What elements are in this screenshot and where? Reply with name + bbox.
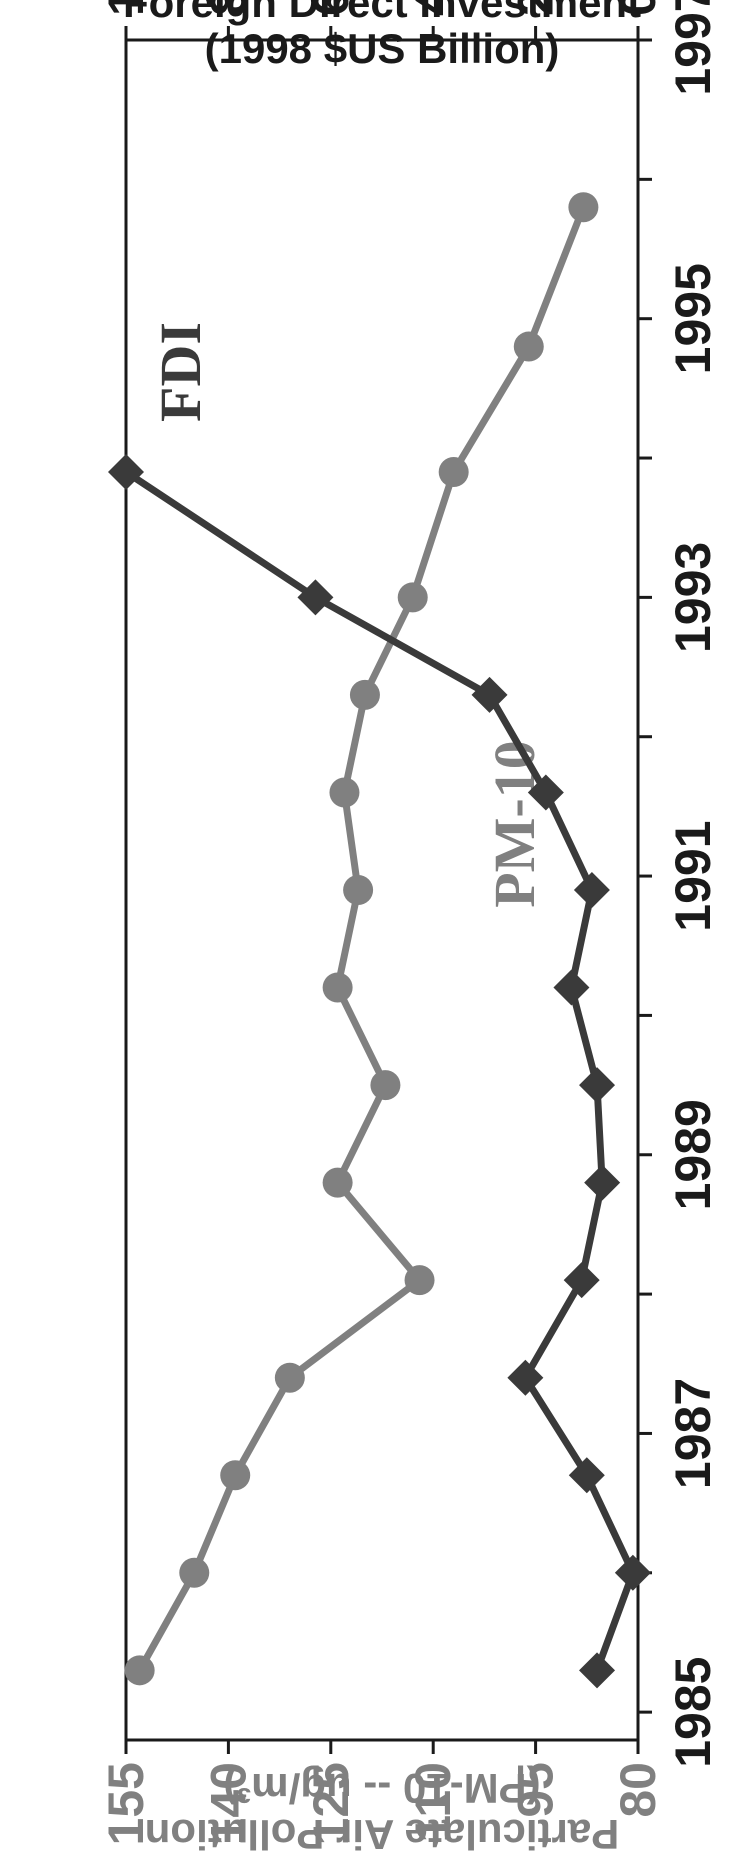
fdi-point xyxy=(579,1067,616,1104)
fdi-point xyxy=(573,872,610,908)
left-axis-tick-label: 95 xyxy=(508,1762,564,1818)
x-axis-tick-label: 1997 xyxy=(665,0,721,96)
pm10-point xyxy=(513,331,544,362)
left-axis-title-line2: (PM-10 -- ug/m³) xyxy=(223,1765,540,1812)
fdi-point xyxy=(563,1262,600,1299)
fdi-point xyxy=(568,1457,605,1494)
fdi-point xyxy=(614,1554,651,1591)
right-axis-tick-label: 2 xyxy=(508,0,564,16)
left-axis-tick-label: 125 xyxy=(303,1762,359,1845)
pm10-point xyxy=(322,972,353,1003)
pm10-point xyxy=(220,1460,251,1491)
chart-marks: 80 95 110 125 140 155 0 2 4 6 8 10 1985 1987 1989 1991 1… xyxy=(98,0,721,1845)
x-axis-tick-label: 1987 xyxy=(665,1378,721,1489)
pm10-point xyxy=(397,582,428,613)
series-label-fdi: FDI xyxy=(148,322,213,422)
right-axis-tick-label: 4 xyxy=(405,0,461,16)
fdi-point xyxy=(579,1652,616,1689)
fdi-point xyxy=(527,774,564,811)
right-axis-tick-label: 8 xyxy=(200,0,256,16)
pm10-point xyxy=(568,192,599,223)
right-axis-title-line1: Foreign Direct Investment xyxy=(123,0,641,26)
x-axis-tick-label: 1985 xyxy=(665,1657,721,1768)
right-axis-tick-label: 6 xyxy=(303,0,359,16)
left-axis-tick-label: 140 xyxy=(200,1762,256,1845)
pm10-point xyxy=(404,1265,435,1296)
fdi-point xyxy=(108,453,144,490)
left-axis-tick-label: 110 xyxy=(405,1762,461,1843)
pm10-point xyxy=(370,1070,401,1101)
plot-frame xyxy=(124,38,640,1742)
pm10-point xyxy=(124,1655,155,1686)
left-axis-tick-label: 155 xyxy=(98,1762,154,1845)
right-axis-tick-label: 0 xyxy=(610,0,666,16)
series-label-pm10: PM-10 xyxy=(482,740,547,908)
fdi-point xyxy=(553,969,590,1006)
x-axis-tick-label: 1989 xyxy=(665,1099,721,1210)
pm10-point xyxy=(329,777,360,808)
pm10-point xyxy=(438,456,469,487)
right-axis-title-line2: (1998 $US Billion) xyxy=(205,25,560,72)
pm10-point xyxy=(274,1362,305,1393)
x-axis-tick-label: 1995 xyxy=(665,263,721,374)
fdi-point xyxy=(507,1359,544,1396)
x-axis-tick-label: 1993 xyxy=(665,542,721,653)
pm10-point xyxy=(349,679,380,710)
series-line-pm-10 xyxy=(136,205,587,1673)
fdi-point xyxy=(584,1164,621,1201)
fdi-point xyxy=(297,579,334,616)
fdi-point xyxy=(471,676,508,713)
left-axis-title-line1: Particulate Air Pollution xyxy=(145,1811,620,1858)
left-axis-tick-label: 80 xyxy=(610,1762,666,1818)
pm10-point xyxy=(322,1167,353,1198)
x-axis-tick-label: 1991 xyxy=(665,820,721,931)
right-axis-tick-label: 10 xyxy=(98,0,154,16)
pm10-point xyxy=(343,875,374,905)
pm10-point xyxy=(179,1557,210,1588)
